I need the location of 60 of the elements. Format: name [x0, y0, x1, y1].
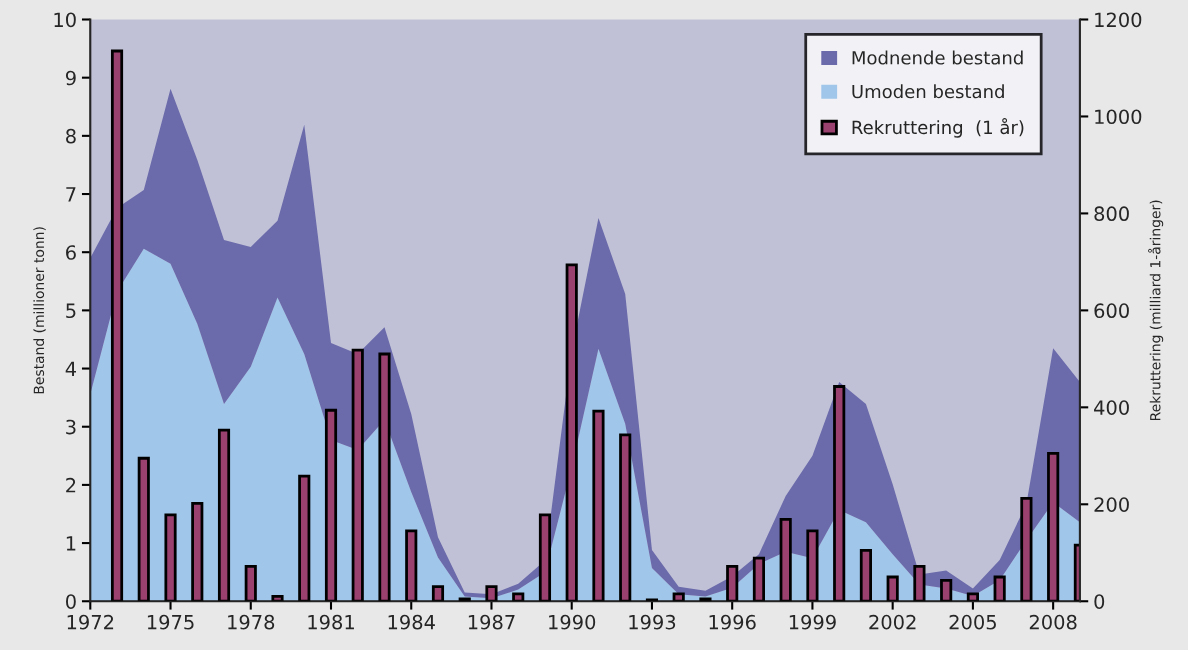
- x-tick-label: 1993: [629, 614, 676, 630]
- y-tick-label: 5: [66, 303, 76, 319]
- x-tick-label: 1987: [468, 614, 515, 630]
- legend-label: Rekruttering (1 år): [852, 118, 1024, 138]
- y-tick-label: 6: [66, 245, 76, 260]
- bar: [993, 575, 1006, 602]
- y-tick-label: 7: [66, 187, 76, 202]
- y-tick-label: 10: [54, 12, 76, 28]
- bar: [913, 564, 926, 602]
- y2-tick-label: 600: [1094, 303, 1129, 319]
- x-tick-label: 1978: [228, 614, 275, 630]
- bar: [779, 517, 792, 602]
- x-tick-label: 2008: [1029, 614, 1077, 630]
- bar: [538, 513, 552, 602]
- x-tick-label: 1984: [388, 614, 435, 630]
- y2-tick-label: 0: [1094, 594, 1105, 609]
- y-tick-label: 4: [65, 361, 76, 376]
- bar: [191, 501, 204, 602]
- y-tick-label: 2: [66, 477, 76, 493]
- x-tick-label: 1996: [709, 614, 756, 630]
- y-tick-label: 3: [66, 419, 76, 435]
- x-tick-label: 1975: [147, 614, 194, 630]
- legend-label: Umoden bestand: [852, 84, 1004, 99]
- y-axis-title: Bestand (millioner tonn): [33, 227, 46, 394]
- bar: [699, 597, 712, 602]
- bar: [619, 433, 632, 602]
- y2-tick-label: 800: [1094, 206, 1129, 222]
- y-tick-label: 8: [66, 128, 76, 144]
- bar: [940, 579, 953, 602]
- bar: [672, 592, 685, 602]
- bar: [458, 597, 471, 602]
- bar: [833, 385, 846, 602]
- x-tick-label: 1981: [308, 614, 354, 630]
- y-tick-label: 1: [66, 536, 76, 551]
- bar: [110, 49, 124, 602]
- bar: [859, 548, 872, 602]
- bar: [752, 556, 766, 602]
- x-tick-label: 1990: [549, 614, 596, 630]
- y-tick-label: 0: [66, 594, 76, 609]
- bar: [378, 352, 391, 602]
- y2-tick-label: 200: [1094, 497, 1129, 512]
- x-tick-label: 1999: [789, 614, 836, 630]
- bar: [217, 428, 231, 602]
- x-tick-label: 2002: [869, 614, 916, 630]
- bar: [592, 409, 605, 602]
- x-tick-label: 1972: [67, 614, 114, 630]
- bar: [431, 585, 445, 602]
- bar: [351, 348, 364, 602]
- bar: [271, 595, 284, 602]
- legend-label: Modnende bestand: [852, 50, 1023, 65]
- y2-tick-label: 400: [1094, 400, 1129, 415]
- y2-tick-label: 1200: [1095, 12, 1142, 28]
- bar: [1020, 497, 1033, 602]
- bar: [512, 592, 525, 602]
- y2-axis-title: Rekruttering (milliard 1-åringer): [1148, 200, 1164, 420]
- bar: [298, 474, 311, 602]
- y2-tick-label: 1000: [1095, 109, 1142, 125]
- x-tick-label: 2005: [949, 614, 996, 630]
- bar: [137, 456, 150, 602]
- y-tick-label: 9: [65, 70, 76, 86]
